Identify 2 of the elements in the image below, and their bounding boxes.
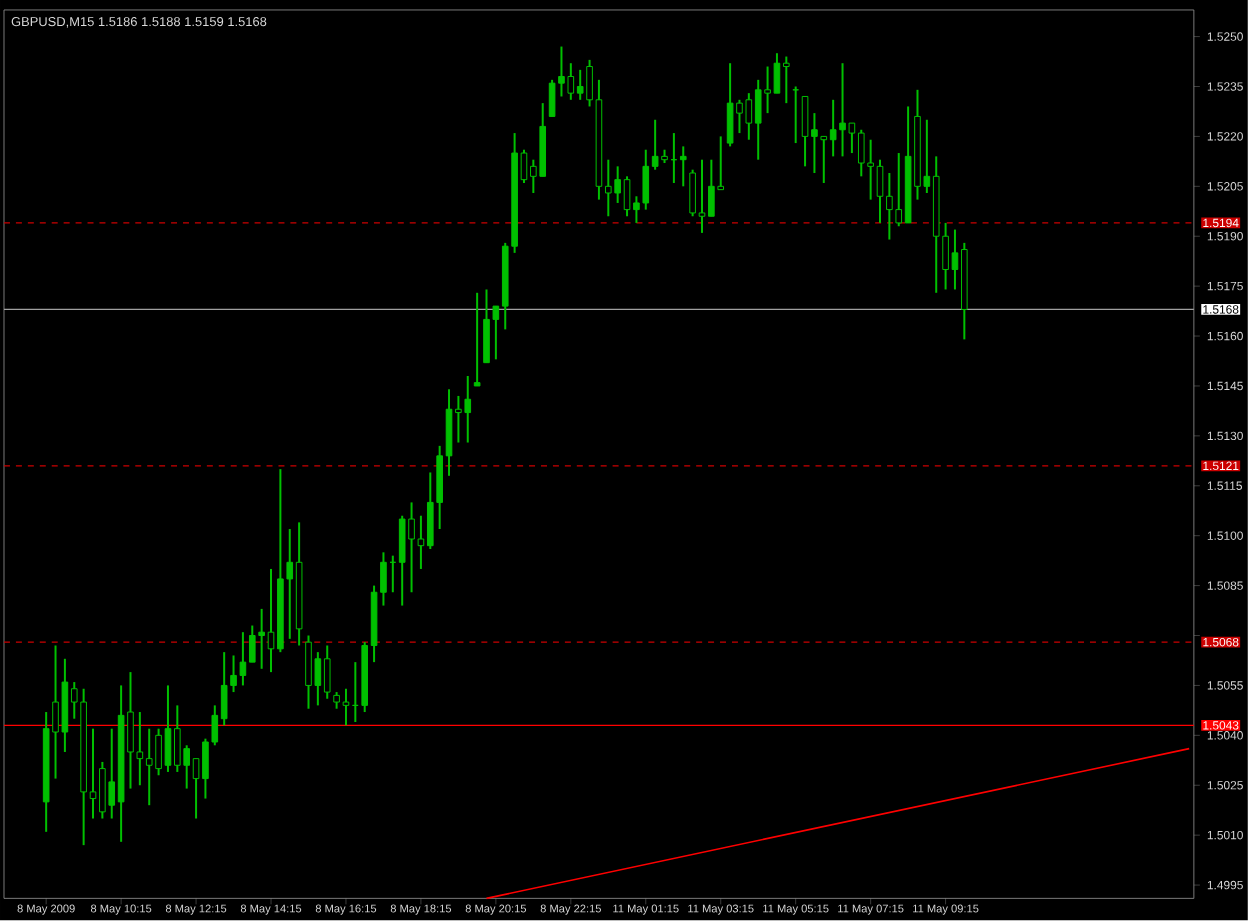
candlestick [473, 292, 481, 388]
candlestick [679, 145, 687, 188]
